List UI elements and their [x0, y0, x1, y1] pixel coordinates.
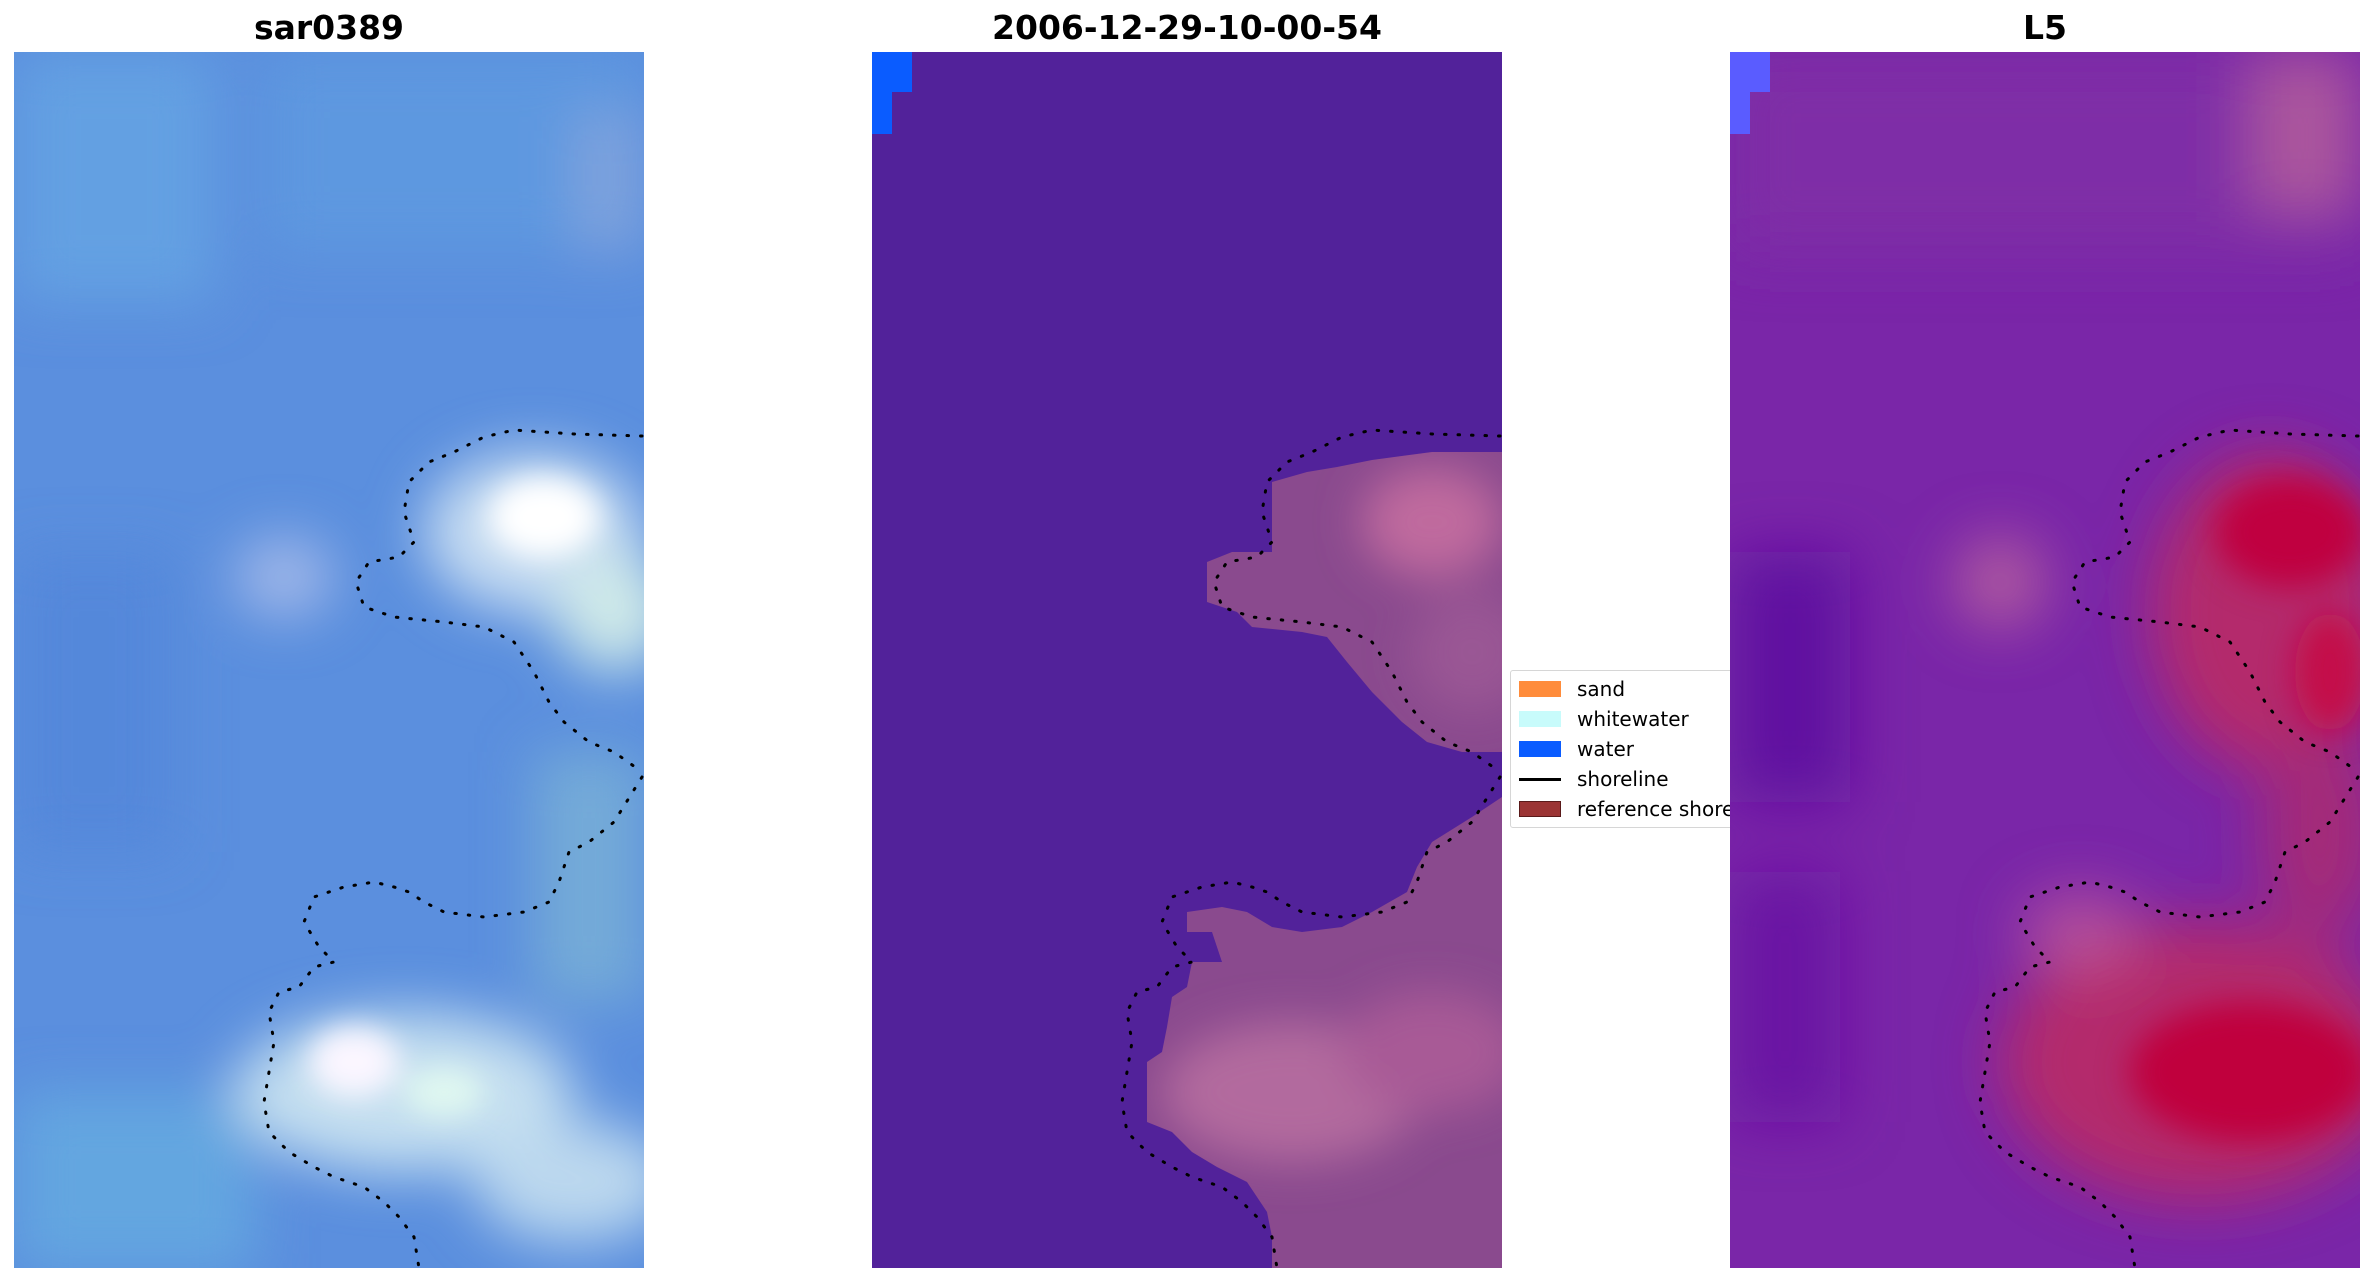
- legend-item-water: water: [1519, 735, 1634, 763]
- shoreline-path: [262, 775, 644, 1268]
- legend-label: shoreline: [1577, 767, 1669, 791]
- shoreline-path: [1978, 775, 2360, 1268]
- classification-panel: [872, 52, 1502, 1268]
- satellite-image-panel: [14, 52, 644, 1268]
- legend-item-whitewater: whitewater: [1519, 705, 1689, 733]
- sand-swatch: [1519, 681, 1561, 697]
- index-image: [1730, 52, 2360, 1268]
- legend: sand whitewater water shoreline referenc…: [1510, 670, 1736, 828]
- whitewater-swatch: [1519, 711, 1561, 727]
- classification-image: [872, 52, 1502, 1268]
- legend-label: sand: [1577, 677, 1626, 701]
- shoreline-path: [1120, 775, 1502, 1268]
- legend-item-reference-shoreline: reference shoreline: [1519, 795, 1735, 823]
- legend-item-shoreline: shoreline: [1519, 765, 1669, 793]
- panel-title-date: 2006-12-29-10-00-54: [992, 8, 1382, 47]
- water-swatch: [1519, 741, 1561, 757]
- water-pixel: [1730, 52, 1770, 92]
- reference-shoreline-swatch: [1519, 801, 1561, 817]
- legend-label: water: [1577, 737, 1634, 761]
- satellite-image: [14, 52, 644, 1268]
- panel-title-sar: sar0389: [253, 8, 405, 47]
- legend-label: whitewater: [1577, 707, 1689, 731]
- water-pixel: [1730, 92, 1750, 134]
- water-pixel: [872, 52, 912, 92]
- legend-label: reference shoreline: [1577, 797, 1735, 821]
- index-image-panel: [1730, 52, 2360, 1268]
- legend-item-sand: sand: [1519, 675, 1625, 703]
- panel-title-l5: L5: [2023, 8, 2067, 47]
- water-pixel: [872, 92, 892, 134]
- shoreline-line-swatch: [1519, 777, 1561, 781]
